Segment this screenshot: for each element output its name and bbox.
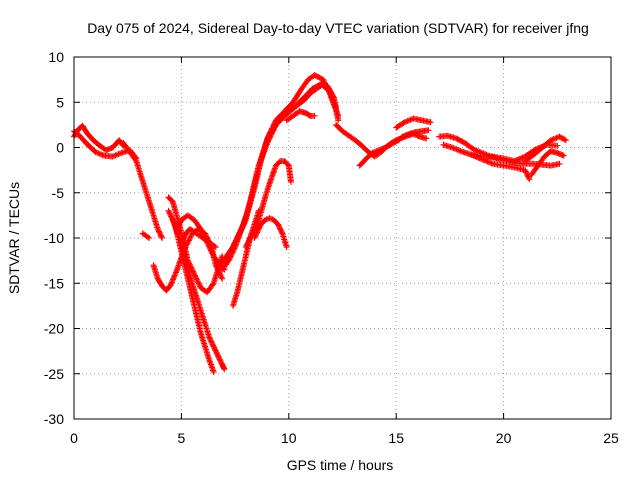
y-tick-label: -15: [44, 275, 64, 291]
y-tick-label: -25: [44, 366, 64, 382]
x-tick-label: 10: [281, 430, 297, 446]
x-tick-label: 20: [496, 430, 512, 446]
y-tick-label: 10: [48, 49, 64, 65]
x-tick-label: 15: [388, 430, 404, 446]
y-tick-label: 5: [56, 94, 64, 110]
data-point-markers: [468, 151, 533, 183]
data-point-markers: [522, 133, 569, 165]
data-point-markers: [333, 121, 430, 160]
x-axis-label: GPS time / hours: [287, 457, 394, 473]
data-point-markers: [169, 216, 228, 373]
data-point-markers: [242, 158, 294, 251]
data-point-markers: [178, 225, 219, 251]
x-tick-label: 0: [70, 430, 78, 446]
series-arc-18: [333, 121, 430, 160]
series-arc-20: [393, 115, 434, 131]
y-axis-label: SDTVAR / TECUs: [6, 182, 22, 294]
y-tick-label: 0: [56, 140, 64, 156]
y-tick-label: -20: [44, 321, 64, 337]
series-arc-8: [169, 216, 228, 373]
series-arc-16: [251, 215, 290, 251]
series-arc-2: [71, 128, 140, 162]
data-point-markers: [71, 128, 140, 162]
data-point-markers: [528, 148, 567, 178]
data-point-markers: [120, 139, 166, 241]
data-point-markers: [139, 230, 153, 241]
series-arc-17: [283, 108, 318, 124]
data-layer: [71, 72, 569, 375]
data-point-markers: [251, 215, 290, 251]
series-arc-25: [528, 148, 567, 178]
series-arc-15: [242, 158, 294, 251]
series-arc-23: [468, 151, 533, 183]
series-arc-3: [120, 139, 166, 241]
x-tick-label: 5: [178, 430, 186, 446]
series-arc-13: [221, 72, 342, 264]
ticks: 0 5 10 15 20 25 -30 -25 -20 -15 -10 -5 0 5 10: [44, 49, 619, 446]
x-tick-label: 25: [603, 430, 619, 446]
data-point-markers: [356, 127, 432, 169]
y-tick-label: -30: [44, 411, 64, 427]
series-arc-10: [178, 225, 219, 251]
series-arc-4: [139, 230, 153, 241]
data-point-markers: [393, 115, 434, 131]
data-point-markers: [283, 108, 318, 124]
y-tick-label: -10: [44, 230, 64, 246]
grid: [74, 57, 611, 419]
series-arc-19: [356, 127, 432, 169]
y-tick-label: -5: [52, 185, 65, 201]
data-point-markers: [221, 72, 342, 264]
chart-title: Day 075 of 2024, Sidereal Day-to-day VTE…: [87, 20, 589, 36]
series-arc-24: [522, 133, 569, 165]
